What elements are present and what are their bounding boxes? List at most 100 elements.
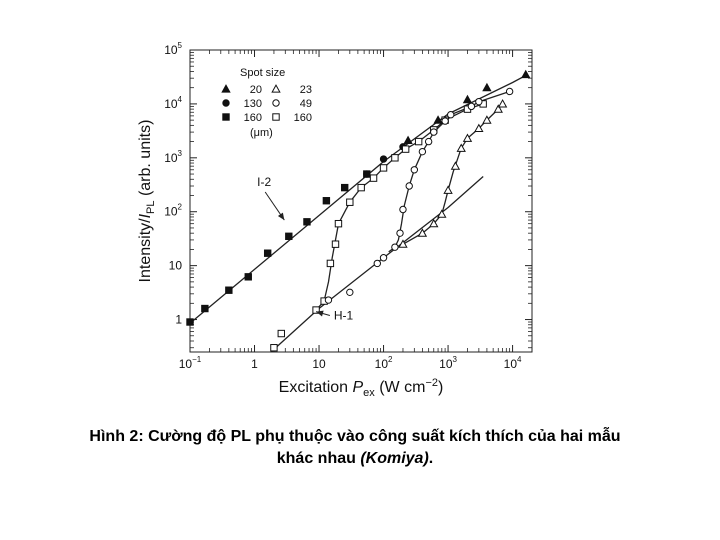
y-axis-label: Intensity/IPL (arb. units): [137, 120, 157, 283]
x-tick-exponent: 4: [517, 355, 522, 364]
legend-marker-open-circle: [272, 99, 280, 107]
x-tick-label: 103: [439, 355, 457, 371]
data-point-filled-triangle: [521, 69, 531, 79]
annotation-label: I-2: [257, 175, 271, 189]
data-point-open-square: [312, 306, 320, 314]
data-point-open-circle: [379, 254, 388, 262]
y-tick-exponent: 2: [178, 203, 183, 212]
curve-i-2: [189, 74, 528, 324]
series-i-2-filled-triangle: [403, 69, 531, 145]
x-tick-label: 102: [375, 355, 393, 371]
y-tick-base: 10: [169, 259, 183, 273]
x-tick-exponent: 2: [388, 355, 393, 364]
data-point-open-circle: [346, 288, 354, 297]
data-point-filled-triangle: [403, 135, 413, 145]
caption-line-2-suffix: .: [428, 450, 434, 467]
data-point-open-square: [331, 240, 340, 248]
legend-label: 49: [300, 98, 312, 110]
data-point-open-square: [270, 344, 278, 352]
data-point-open-circle: [418, 147, 427, 156]
y-axis-label-subscript: PL: [145, 200, 157, 213]
data-point-filled-square: [303, 218, 311, 226]
data-point-open-triangle: [474, 123, 484, 133]
legend-label: 160: [244, 112, 262, 124]
data-point-open-circle: [399, 205, 407, 214]
x-tick-label: 104: [504, 355, 522, 371]
y-tick-exponent: 5: [178, 41, 183, 50]
data-point-open-square: [277, 329, 285, 338]
x-tick-base: 10: [439, 357, 453, 371]
y-tick-label: 103: [164, 149, 182, 165]
data-point-open-circle: [405, 182, 413, 190]
data-point-open-square: [334, 219, 343, 228]
data-point-open-triangle: [482, 115, 492, 124]
y-tick-label: 10: [169, 259, 183, 273]
data-point-open-square: [391, 154, 399, 162]
legend-marker-filled-circle: [222, 99, 230, 107]
data-point-open-triangle: [437, 209, 447, 218]
y-tick-base: 10: [164, 151, 178, 165]
data-point-open-circle: [441, 117, 449, 125]
data-point-filled-square: [186, 318, 194, 326]
data-point-open-square: [369, 174, 378, 182]
y-tick-label: 1: [175, 313, 182, 327]
legend-marker-filled-triangle: [221, 84, 231, 93]
data-point-open-triangle: [456, 143, 466, 152]
caption-source: (Komiya): [360, 450, 429, 467]
legend-marker-filled-square: [222, 113, 230, 121]
legend-label: 160: [294, 112, 312, 124]
y-tick-base: 10: [164, 43, 178, 57]
x-axis-label-superscript: −2: [425, 377, 438, 389]
data-point-open-triangle: [429, 218, 439, 228]
x-tick-label: 10: [312, 357, 326, 371]
data-point-open-triangle: [398, 239, 408, 248]
data-point-open-circle: [324, 296, 333, 304]
data-point-open-triangle: [443, 185, 453, 194]
pl-intensity-chart: 10−1 1 10 102 103 104110102103104105Excitatio…: [137, 41, 533, 399]
data-point-open-triangle: [417, 228, 428, 237]
x-tick-base: 10: [375, 357, 389, 371]
series-h-1-open-circle: [324, 87, 514, 304]
legend-label: 23: [300, 84, 312, 96]
y-tick-base: 1: [175, 313, 182, 327]
x-axis-label-text: Excitation: [279, 379, 353, 396]
data-point-filled-square: [201, 304, 209, 313]
annotation-label: H-1: [334, 309, 354, 323]
data-point-open-circle: [396, 229, 404, 237]
data-point-filled-triangle: [482, 82, 492, 92]
data-point-filled-square: [322, 197, 331, 205]
data-point-open-circle: [505, 87, 514, 96]
y-tick-base: 10: [164, 205, 178, 219]
legend-label: 20: [250, 84, 262, 96]
y-tick-label: 104: [164, 95, 182, 111]
caption-line-2-prefix: khác nhau: [276, 450, 361, 467]
data-point-open-square: [357, 183, 365, 192]
x-tick-base: 10: [504, 357, 518, 371]
y-tick-label: 105: [164, 41, 182, 57]
figure-caption: Hình 2: Cường độ PL phụ thuộc vào công s…: [0, 426, 710, 470]
caption-line-2: khác nhau (Komiya).: [0, 448, 710, 470]
legend-marker-open-triangle: [271, 84, 281, 93]
curve-h-1-open-squares: [315, 103, 484, 311]
x-axis-label-subscript: ex: [363, 387, 375, 399]
x-axis-label-unit: (W cm: [375, 379, 426, 396]
y-tick-exponent: 3: [178, 149, 183, 158]
data-point-open-circle: [430, 128, 438, 136]
legend-title: Spot size: [240, 67, 285, 79]
data-point-open-square: [346, 198, 354, 206]
annotation-arrow-head: [277, 212, 285, 221]
curve-h-1-open-triangles: [402, 103, 504, 245]
data-point-filled-square: [244, 273, 252, 281]
data-point-open-circle: [467, 102, 476, 111]
data-point-filled-square: [225, 286, 233, 294]
data-point-open-circle: [373, 259, 381, 268]
x-tick-label: 1: [251, 357, 258, 371]
data-point-open-square: [401, 145, 410, 153]
caption-line-1: Hình 2: Cường độ PL phụ thuộc vào công s…: [89, 428, 621, 445]
data-point-filled-square: [341, 183, 349, 192]
y-axis-label-text: Intensity/: [137, 218, 154, 283]
x-tick-base: 1: [251, 357, 258, 371]
y-tick-base: 10: [164, 97, 178, 111]
data-point-open-square: [414, 137, 423, 146]
data-point-filled-circle: [379, 155, 388, 163]
